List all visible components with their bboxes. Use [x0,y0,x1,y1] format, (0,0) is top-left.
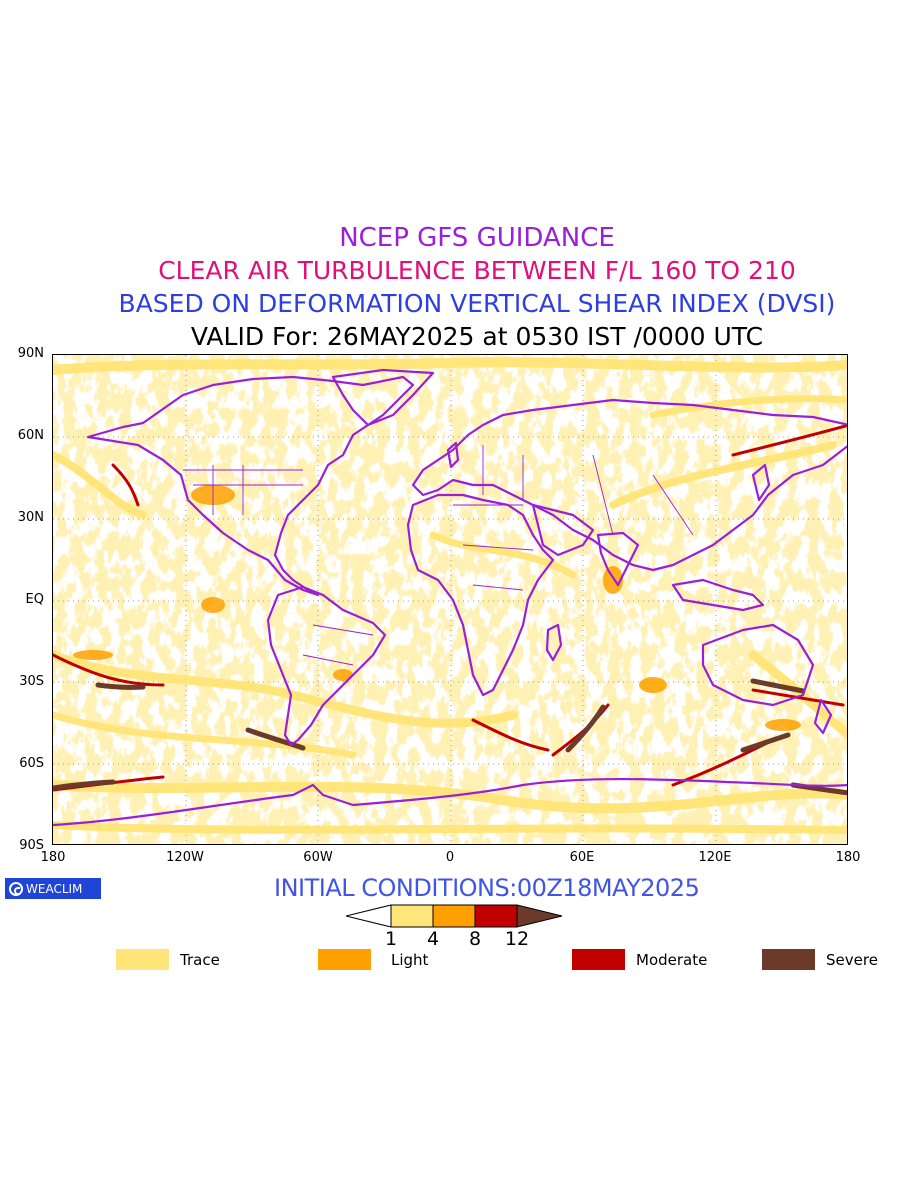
legend-swatch-severe [762,949,815,970]
lon-label-180e: 180 [835,850,861,865]
valid-time: VALID For: 26MAY2025 at 0530 IST /0000 U… [190,322,764,351]
color-scale-tick-4: 4 [426,928,440,950]
legend-swatch-trace [116,949,169,970]
legend-label-moderate: Moderate [636,951,708,969]
color-scale-bar [346,904,563,928]
severe-streaks [53,678,847,796]
trace-bands [53,357,847,834]
color-scale-light [432,904,476,928]
title-line-3: BASED ON DEFORMATION VERTICAL SHEAR INDE… [118,289,836,318]
legend-label-trace: Trace [180,951,220,969]
initial-conditions: INITIAL CONDITIONS:00Z18MAY2025 [274,874,700,902]
lon-label-0: 0 [445,850,455,865]
lat-label-eq: EQ [25,592,44,607]
color-scale-trace [390,904,434,928]
weaclim-logo-icon [9,881,23,896]
lat-label-30s: 30S [19,674,44,689]
graticule [53,355,847,844]
lat-label-30n: 30N [17,510,44,525]
weaclim-logo-text: WEACLIM [26,881,83,896]
legend-label-severe: Severe [826,951,878,969]
lat-label-60n: 60N [17,428,44,443]
madagascar-coast [545,623,563,662]
color-scale-tick-8: 8 [468,928,482,950]
maritime-asia-coast [671,578,765,612]
australia-coast [701,623,815,707]
india-coast [596,531,640,587]
lon-label-60e: 60E [569,850,595,865]
lon-label-180w: 180 [40,850,66,865]
political-borders [183,445,694,666]
legend-swatch-moderate [572,949,625,970]
eurasia-coast [411,398,847,572]
greenland-coast [331,368,435,427]
lat-label-90s: 90S [19,838,44,853]
weaclim-logo: WEACLIM [5,878,101,899]
north-america-coast [86,375,415,597]
color-scale-severe [516,904,563,928]
lat-label-90n: 90N [17,346,44,361]
lon-label-60w: 60W [303,850,333,865]
legend-swatch-light [318,949,371,970]
south-america-coast [266,585,387,747]
color-scale-tick-1: 1 [384,928,398,950]
color-scale-below-1 [346,904,392,928]
lon-label-120w: 120W [166,850,204,865]
trace-speckle-field [53,355,847,844]
coastlines [53,368,847,827]
color-scale-moderate [474,904,518,928]
lon-label-120e: 120E [698,850,732,865]
new-zealand-coast [813,698,833,735]
turbulence-map [52,354,848,845]
title-line-1: NCEP GFS GUIDANCE [339,223,615,253]
uk-coast [446,441,460,469]
arabia-coast [531,503,595,557]
color-scale-tick-12: 12 [504,928,530,950]
lat-label-60s: 60S [19,756,44,771]
legend-label-light: Light [391,951,429,969]
japan-coast [751,463,771,502]
antarctica-coast [53,777,847,827]
title-line-2: CLEAR AIR TURBULENCE BETWEEN F/L 160 TO … [158,256,796,285]
